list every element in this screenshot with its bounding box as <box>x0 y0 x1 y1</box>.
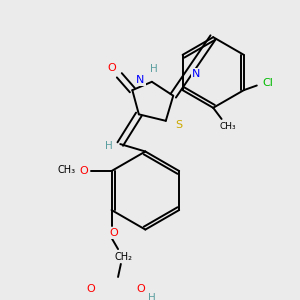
Text: O: O <box>79 166 88 176</box>
Text: S: S <box>175 121 182 130</box>
Text: H: H <box>148 293 155 300</box>
Text: CH₃: CH₃ <box>58 165 76 175</box>
Text: N: N <box>136 75 144 85</box>
Text: O: O <box>107 63 116 73</box>
Text: O: O <box>109 228 118 238</box>
Text: O: O <box>136 284 145 294</box>
Text: Cl: Cl <box>262 78 273 88</box>
Text: H: H <box>150 64 158 74</box>
Text: N: N <box>192 69 200 79</box>
Text: O: O <box>87 284 95 294</box>
Text: CH₃: CH₃ <box>220 122 236 131</box>
Text: CH₂: CH₂ <box>115 251 133 262</box>
Text: H: H <box>105 141 113 151</box>
